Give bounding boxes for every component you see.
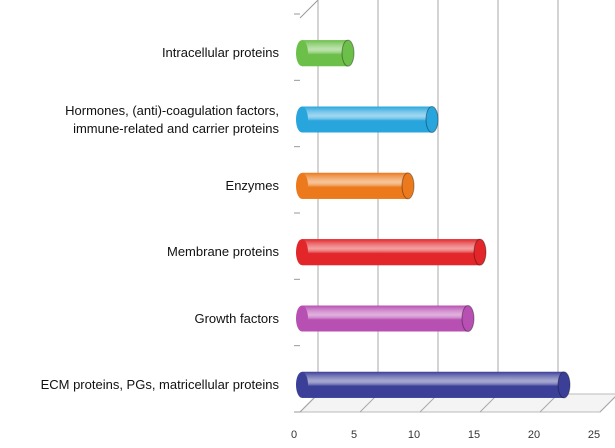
bar-shading: [302, 40, 348, 67]
category-label: Membrane proteins: [167, 244, 279, 260]
bar-base-cap: [296, 40, 308, 67]
bar-end-cap: [557, 371, 571, 399]
bar: [296, 106, 439, 133]
bar-base-cap: [296, 371, 308, 398]
bars: [296, 39, 571, 399]
bar-shading: [302, 305, 468, 332]
bar: [296, 238, 487, 266]
bar-base-cap: [296, 106, 308, 133]
bar-shading: [302, 371, 564, 398]
category-label: Intracellular proteins: [161, 45, 279, 61]
bar: [296, 305, 475, 332]
bar-shading: [302, 239, 480, 266]
bar-end-cap: [341, 39, 355, 67]
bar-shading: [302, 172, 408, 199]
x-axis-ticks: 0 5 10 15 20 25: [291, 429, 600, 441]
bar-base-cap: [296, 239, 308, 266]
bar-end-cap: [425, 106, 439, 133]
bar: [296, 39, 355, 67]
x-tick-label: 15: [468, 429, 480, 441]
category-label: Enzymes: [225, 177, 279, 193]
x-tick-label: 10: [408, 429, 420, 441]
bar-end-cap: [473, 238, 487, 266]
bar-end-cap: [461, 305, 475, 332]
category-label: Hormones, (anti)-coagulation factors, im…: [65, 102, 279, 136]
x-tick-label: 20: [528, 429, 540, 441]
x-tick-label: 0: [291, 429, 297, 441]
bar: [296, 172, 415, 200]
category-label: Growth factors: [194, 310, 279, 326]
bar-end-cap: [401, 172, 415, 200]
bar-base-cap: [296, 172, 308, 199]
bar: [296, 371, 571, 399]
gridline-floor: [599, 396, 615, 413]
bar-shading: [302, 106, 432, 133]
x-tick-label: 5: [351, 429, 357, 441]
category-label: ECM proteins, PGs, matricellular protein…: [40, 376, 279, 392]
x-tick-label: 25: [588, 429, 600, 441]
bar-base-cap: [296, 305, 308, 332]
